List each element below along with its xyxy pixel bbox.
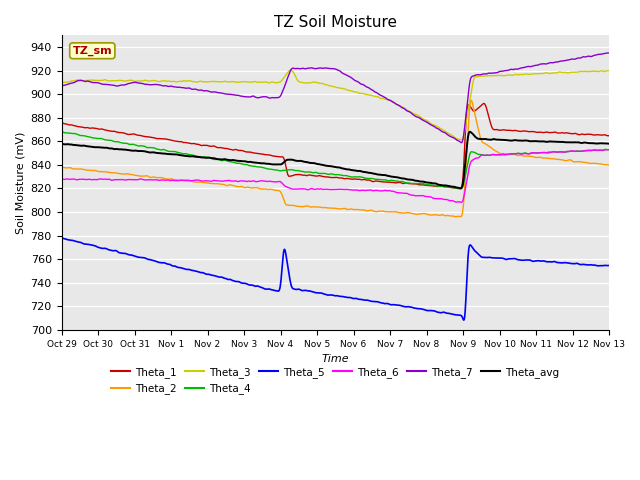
Theta_6 [311, 187, 319, 192]
Legend: Theta_1, Theta_2, Theta_3, Theta_4, Theta_5, Theta_6, Theta_7, Theta_avg: Theta_1, Theta_2, Theta_3, Theta_4, Thet… [108, 363, 563, 398]
Theta_2 [301, 204, 309, 209]
Theta_6 [369, 188, 377, 193]
Title: TZ Soil Moisture: TZ Soil Moisture [274, 15, 397, 30]
Y-axis label: Soil Moisture (mV): Soil Moisture (mV) [15, 132, 25, 234]
Line: Theta_1: Theta_1 [61, 104, 609, 189]
Theta_4 [290, 168, 298, 173]
Theta_7 [290, 65, 298, 71]
Theta_6 [100, 176, 108, 182]
Theta_7 [605, 50, 613, 56]
Theta_5 [100, 245, 108, 251]
Theta_4 [301, 169, 309, 175]
Theta_5 [290, 286, 298, 292]
Theta_2 [290, 203, 298, 208]
Line: Theta_2: Theta_2 [61, 100, 609, 216]
Theta_3 [122, 78, 130, 84]
Theta_4 [100, 137, 108, 143]
Theta_1 [122, 131, 130, 137]
X-axis label: Time: Time [321, 354, 349, 364]
Theta_3 [58, 79, 65, 85]
Theta_7 [122, 82, 130, 87]
Theta_4 [58, 129, 65, 135]
Theta_4 [122, 140, 130, 146]
Theta_4 [311, 169, 319, 175]
Line: Theta_6: Theta_6 [61, 150, 609, 202]
Theta_1 [100, 127, 108, 132]
Theta_1 [605, 133, 613, 139]
Theta_5 [122, 251, 130, 257]
Theta_7 [458, 140, 465, 145]
Theta_7 [301, 66, 309, 72]
Theta_6 [457, 199, 465, 205]
Theta_1 [455, 186, 463, 192]
Theta_3 [458, 137, 466, 143]
Theta_3 [287, 67, 294, 72]
Line: Theta_3: Theta_3 [61, 70, 609, 140]
Theta_avg [456, 185, 464, 191]
Theta_5 [311, 289, 319, 295]
Theta_5 [301, 288, 309, 293]
Theta_1 [480, 101, 488, 107]
Theta_3 [291, 71, 298, 76]
Theta_7 [58, 83, 65, 88]
Theta_avg [58, 141, 65, 147]
Text: TZ_sm: TZ_sm [72, 46, 112, 56]
Theta_4 [456, 186, 464, 192]
Theta_5 [369, 299, 377, 304]
Theta_3 [301, 80, 309, 86]
Theta_1 [311, 173, 319, 179]
Theta_5 [460, 317, 467, 323]
Theta_avg [369, 171, 377, 177]
Theta_2 [457, 214, 465, 219]
Theta_2 [605, 162, 613, 168]
Theta_7 [311, 66, 319, 72]
Theta_1 [369, 179, 377, 184]
Theta_1 [58, 120, 65, 126]
Theta_avg [290, 157, 298, 163]
Theta_avg [466, 129, 474, 134]
Theta_3 [312, 79, 319, 85]
Theta_6 [605, 147, 613, 153]
Theta_3 [605, 68, 613, 73]
Theta_1 [290, 172, 298, 178]
Theta_6 [604, 147, 611, 153]
Theta_2 [311, 204, 319, 210]
Line: Theta_avg: Theta_avg [61, 132, 609, 188]
Line: Theta_7: Theta_7 [61, 53, 609, 143]
Theta_6 [290, 186, 298, 192]
Theta_2 [122, 171, 130, 177]
Line: Theta_4: Theta_4 [61, 132, 609, 189]
Theta_3 [369, 93, 377, 99]
Theta_7 [100, 82, 108, 87]
Theta_7 [369, 87, 377, 93]
Theta_2 [467, 97, 475, 103]
Theta_avg [605, 141, 613, 146]
Theta_6 [58, 176, 65, 182]
Theta_7 [604, 50, 612, 56]
Line: Theta_5: Theta_5 [61, 238, 609, 320]
Theta_5 [605, 263, 613, 268]
Theta_3 [100, 77, 108, 83]
Theta_2 [100, 169, 108, 175]
Theta_4 [605, 147, 613, 153]
Theta_avg [311, 160, 319, 166]
Theta_4 [369, 176, 377, 181]
Theta_2 [369, 208, 377, 214]
Theta_6 [122, 177, 130, 183]
Theta_1 [301, 172, 309, 178]
Theta_5 [58, 235, 65, 240]
Theta_avg [301, 159, 309, 165]
Theta_avg [122, 147, 130, 153]
Theta_6 [301, 186, 309, 192]
Theta_2 [58, 165, 65, 170]
Theta_avg [100, 145, 108, 151]
